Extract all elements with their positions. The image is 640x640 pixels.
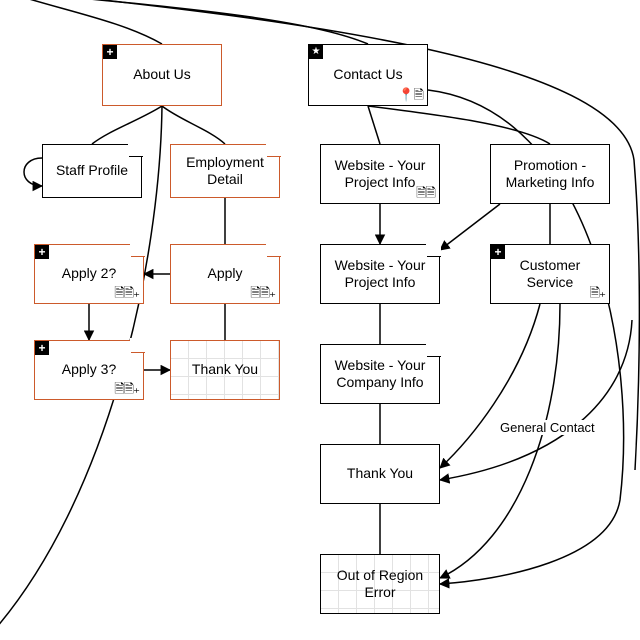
- node-label: Staff Profile: [56, 162, 128, 180]
- node-thank-you-2[interactable]: Thank You: [320, 444, 440, 504]
- node-about-us[interactable]: + About Us: [102, 44, 222, 106]
- node-label: Contact Us: [333, 66, 402, 84]
- dogear-icon: [427, 343, 441, 357]
- node-label: Customer Service: [497, 257, 603, 292]
- node-label: Thank You: [347, 465, 413, 483]
- plus-icon: +: [103, 45, 117, 59]
- node-label: Apply 3?: [62, 361, 116, 379]
- dogear-icon: [131, 339, 145, 353]
- node-label: Thank You: [192, 361, 258, 379]
- node-label: Employment Detail: [177, 154, 273, 189]
- dogear-icon: [267, 243, 281, 257]
- node-website-company-info[interactable]: Website - Your Company Info: [320, 344, 440, 404]
- node-contact-us[interactable]: ★ Contact Us 📍🗎: [308, 44, 428, 106]
- plus-icon: +: [35, 245, 49, 259]
- node-staff-profile[interactable]: Staff Profile: [42, 144, 142, 198]
- node-out-of-region-error[interactable]: Out of Region Error: [320, 554, 440, 614]
- node-label: Apply: [207, 265, 242, 283]
- plus-icon: +: [35, 341, 49, 355]
- node-apply-2[interactable]: + Apply 2? 🗎🗎₊: [34, 244, 144, 304]
- star-icon: ★: [309, 45, 323, 59]
- node-customer-service[interactable]: + Customer Service 🗎₊: [490, 244, 610, 304]
- node-website-project-info-1[interactable]: Website - Your Project Info 🗎🗎: [320, 144, 440, 204]
- node-label: Website - Your Company Info: [327, 357, 433, 392]
- node-website-project-info-2[interactable]: Website - Your Project Info: [320, 244, 440, 304]
- diagram-canvas: + About Us ★ Contact Us 📍🗎 Staff Profile…: [0, 0, 640, 640]
- node-apply[interactable]: Apply 🗎🗎₊: [170, 244, 280, 304]
- node-label: Out of Region Error: [327, 567, 433, 602]
- dogear-icon: [131, 243, 145, 257]
- node-promotion-marketing-info[interactable]: Promotion - Marketing Info: [490, 144, 610, 204]
- doc-icon: 🗎🗎: [416, 185, 435, 201]
- node-label: Apply 2?: [62, 265, 116, 283]
- edge-label-general-contact: General Contact: [498, 420, 597, 435]
- node-label: Promotion - Marketing Info: [497, 157, 603, 192]
- node-label: About Us: [133, 66, 191, 84]
- node-thank-you-1[interactable]: Thank You: [170, 340, 280, 400]
- dogear-icon: [129, 143, 143, 157]
- dogear-icon: [267, 143, 281, 157]
- plus-icon: +: [491, 245, 505, 259]
- doc-icon: 🗎🗎₊: [250, 285, 275, 301]
- doc-icon: 📍🗎: [398, 87, 423, 103]
- node-apply-3[interactable]: + Apply 3? 🗎🗎₊: [34, 340, 144, 400]
- node-employment-detail[interactable]: Employment Detail: [170, 144, 280, 198]
- doc-icon: 🗎₊: [590, 285, 605, 301]
- doc-icon: 🗎🗎₊: [114, 381, 139, 397]
- doc-icon: 🗎🗎₊: [114, 285, 139, 301]
- dogear-icon: [427, 243, 441, 257]
- node-label: Website - Your Project Info: [327, 257, 433, 292]
